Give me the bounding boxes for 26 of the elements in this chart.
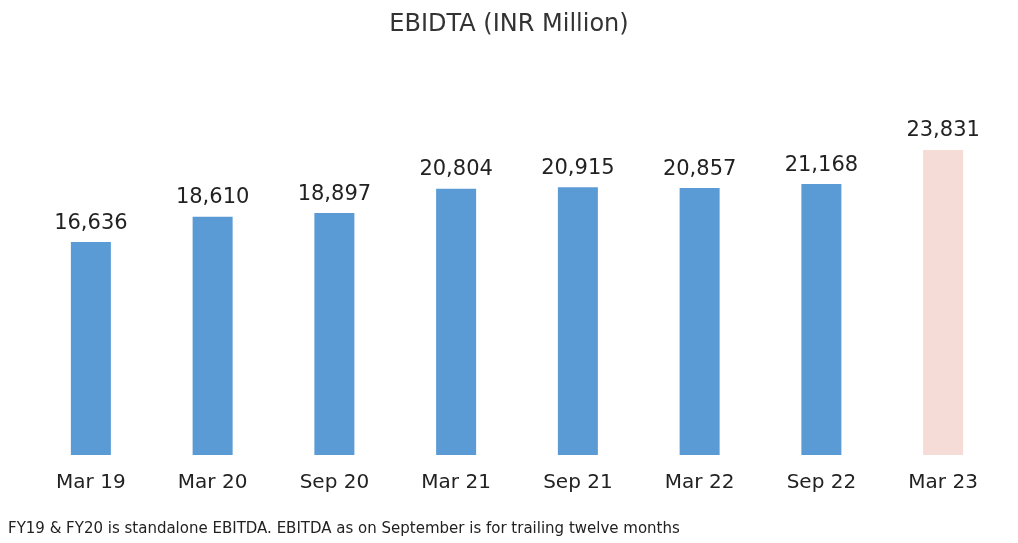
bar (679, 188, 720, 455)
bar (436, 188, 477, 455)
x-tick-label: Sep 22 (786, 469, 857, 493)
bar (192, 216, 233, 455)
bar (557, 187, 598, 455)
x-tick-label: Mar 23 (908, 469, 978, 493)
x-tick-label: Sep 20 (299, 469, 370, 493)
bar (314, 213, 355, 455)
data-label: 20,804 (419, 156, 493, 181)
data-label: 20,857 (662, 155, 737, 180)
bar (70, 242, 111, 455)
bar (923, 149, 964, 455)
x-tick-label: Mar 22 (664, 469, 735, 493)
bar (801, 184, 842, 455)
x-tick-label: Mar 20 (177, 469, 248, 493)
data-label: 21,168 (784, 151, 859, 176)
x-tick-label: Sep 21 (543, 469, 613, 493)
chart-title: EBIDTA (INR Million) (389, 9, 629, 37)
data-label: 18,897 (297, 180, 372, 205)
data-label: 18,610 (175, 184, 250, 209)
x-tick-label: Mar 21 (421, 469, 491, 493)
data-label: 20,915 (541, 154, 615, 179)
data-label: 23,831 (906, 117, 980, 142)
x-tick-label: Mar 19 (56, 469, 126, 493)
text: FY19 & FY20 is standalone EBITDA. EBITDA as on September is for trailing twelve months (8, 518, 680, 537)
data-label: 16,636 (54, 209, 128, 234)
